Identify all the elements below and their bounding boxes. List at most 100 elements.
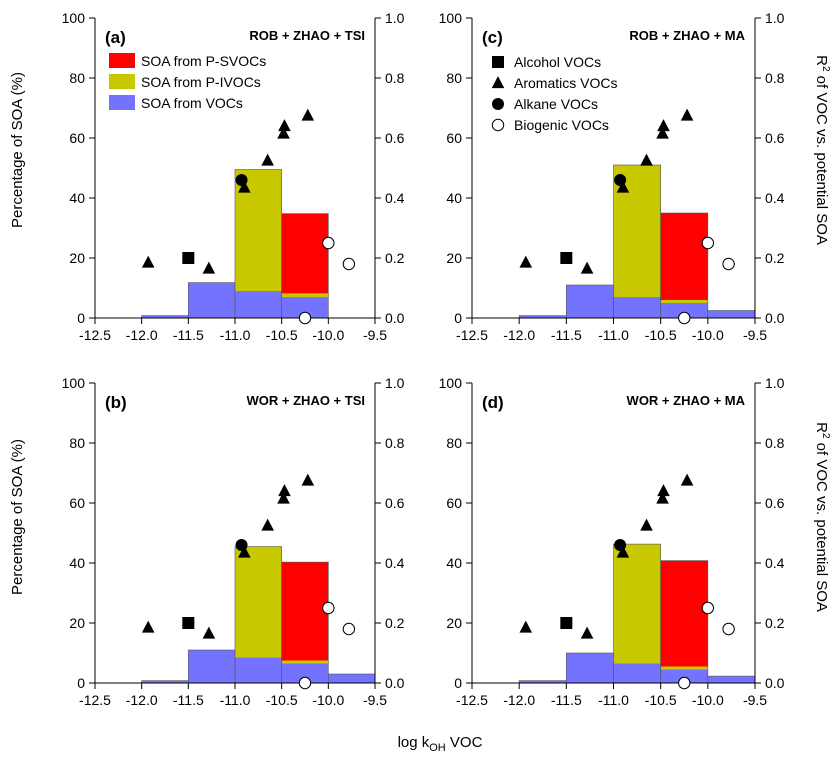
marker-triangle-b-2	[202, 626, 216, 639]
marker-triangle-d-4	[640, 518, 653, 531]
x-tick-label-a-5: -10.0	[312, 327, 344, 343]
y-left-tick-label-c-3: 60	[446, 130, 462, 146]
marker-triangle-d-1	[519, 620, 533, 633]
legend-swatch-p-svoc	[109, 53, 135, 68]
x-tick-label-c-3: -11.0	[598, 327, 629, 343]
y-right-tick-label-c-4: 0.8	[765, 70, 785, 86]
x-tick-label-d-5: -10.0	[692, 692, 724, 708]
x-tick-label-d-4: -10.5	[645, 692, 677, 708]
legend-label-p-ivoc: SOA from P-IVOCs	[141, 74, 261, 90]
marker-triangle-a-4	[261, 153, 274, 166]
legend-marker-circle	[492, 98, 504, 110]
marker-triangle-a-7	[301, 108, 315, 121]
y-left-tick-label-d-4: 80	[446, 435, 462, 451]
panel-d: 0 20 40 60 80 100 0.0 0.2 0.4 0.6 0.8 1.0 -12.5 -12.0…	[439, 375, 785, 708]
y-left-tick-label-b-1: 20	[69, 615, 85, 631]
marker-triangle-b-1	[141, 620, 155, 633]
y-left-tick-label-a-2: 40	[69, 190, 85, 206]
marker-circle-a-8	[235, 174, 248, 186]
x-tick-label-b-1: -12.0	[126, 692, 158, 708]
y-left-tick-label-d-3: 60	[446, 495, 462, 511]
marker-triangle-c-7	[680, 108, 694, 121]
bar-voc-d-2	[613, 663, 661, 683]
panel-label-d: (d)	[482, 393, 504, 412]
panel-b: 0 20 40 60 80 100 0.0 0.2 0.4 0.6 0.8 1.0 -12.5 -12.0…	[62, 375, 405, 708]
marker-square-a-0	[182, 252, 195, 264]
marker-triangle-c-5	[656, 126, 669, 139]
legend-swatch-voc	[109, 95, 135, 110]
y-right-tick-label-a-0: 0.0	[385, 310, 405, 326]
marker-triangle-c-6	[657, 119, 670, 132]
marker-open-circle-b-9	[322, 601, 335, 615]
y-right-tick-label-a-1: 0.2	[385, 250, 405, 266]
marker-triangle-c-3	[616, 180, 630, 193]
panel-label-b: (b)	[105, 393, 127, 412]
bar-voc-b-4	[328, 674, 375, 683]
bar-p-ivoc-d-2	[613, 544, 661, 664]
y-left-tick-label-c-5: 100	[439, 10, 463, 26]
y-right-tick-label-d-5: 1.0	[765, 375, 785, 391]
marker-triangle-a-1	[141, 255, 155, 268]
x-tick-label-c-5: -10.0	[692, 327, 724, 343]
bar-voc-d-3	[660, 669, 708, 683]
y-right-tick-label-c-2: 0.4	[765, 190, 785, 206]
x-tick-label-c-1: -12.0	[503, 327, 535, 343]
legend-label-open-circle: Biogenic VOCs	[514, 117, 609, 133]
x-tick-label-c-4: -10.5	[645, 327, 677, 343]
y-right-tick-label-b-1: 0.2	[385, 615, 405, 631]
legend-label-circle: Alkane VOCs	[514, 96, 598, 112]
y-right-tick-label-b-3: 0.6	[385, 495, 405, 511]
marker-open-circle-d-10	[722, 622, 735, 636]
x-tick-label-a-3: -11.0	[220, 327, 251, 343]
y-right-tick-label-b-4: 0.8	[385, 435, 405, 451]
y-right-tick-label-a-4: 0.8	[385, 70, 405, 86]
bar-p-svoc-b-3	[281, 562, 329, 661]
marker-triangle-d-7	[680, 473, 694, 486]
ylabel-right-bottom: R2 of VOC vs. potential SOA	[813, 422, 831, 612]
bar-voc-a-0	[141, 315, 189, 318]
y-left-tick-label-c-0: 0	[454, 310, 462, 326]
legend-label-p-svoc: SOA from P-SVOCs	[141, 53, 266, 69]
y-left-tick-label-b-4: 80	[69, 435, 85, 451]
ylabel-left-bottom: Percentage of SOA (%)	[9, 439, 26, 595]
y-right-tick-label-c-3: 0.6	[765, 130, 785, 146]
bar-voc-c-0	[519, 315, 567, 318]
bar-p-svoc-d-3	[660, 560, 708, 667]
y-right-tick-label-d-3: 0.6	[765, 495, 785, 511]
marker-open-circle-d-11	[678, 676, 691, 690]
x-tick-label-b-5: -10.0	[312, 692, 344, 708]
marker-triangle-a-2	[202, 261, 216, 274]
y-left-tick-label-b-3: 60	[69, 495, 85, 511]
y-left-tick-label-a-4: 80	[69, 70, 85, 86]
y-left-tick-label-d-1: 20	[446, 615, 462, 631]
y-right-tick-label-c-0: 0.0	[765, 310, 785, 326]
legend-marker-open-circle	[491, 118, 505, 132]
x-tick-label-a-1: -12.0	[126, 327, 158, 343]
x-tick-label-c-0: -12.5	[456, 327, 488, 343]
y-right-tick-label-b-2: 0.4	[385, 555, 405, 571]
marker-triangle-b-6	[278, 484, 291, 497]
x-tick-label-b-4: -10.5	[266, 692, 298, 708]
x-tick-label-a-2: -11.5	[173, 327, 204, 343]
marker-open-circle-a-11	[298, 311, 312, 325]
marker-triangle-a-3	[238, 180, 251, 193]
bar-voc-c-3	[660, 303, 708, 318]
y-left-tick-label-a-0: 0	[77, 310, 85, 326]
marker-triangle-a-5	[277, 126, 290, 139]
bar-voc-c-1	[566, 285, 614, 318]
legend-swatch-p-ivoc	[109, 74, 135, 89]
y-left-tick-label-a-1: 20	[69, 250, 85, 266]
y-left-tick-label-c-2: 40	[446, 190, 462, 206]
bar-p-svoc-a-3	[281, 213, 329, 294]
ylabel-left-top: Percentage of SOA (%)	[9, 72, 26, 228]
y-left-tick-label-c-1: 20	[446, 250, 462, 266]
bar-voc-c-4	[707, 310, 755, 318]
panel-title-c: ROB + ZHAO + MA	[629, 28, 745, 43]
panel-a: 0 20 40 60 80 100 0.0 0.2 0.4 0.6 0.8 1.0 -12.5 -12.0…	[62, 10, 405, 343]
marker-triangle-b-7	[301, 473, 315, 486]
y-right-tick-label-b-0: 0.0	[385, 675, 405, 691]
y-left-tick-label-d-2: 40	[446, 555, 462, 571]
y-left-tick-label-d-5: 100	[439, 375, 463, 391]
x-tick-label-b-0: -12.5	[79, 692, 111, 708]
